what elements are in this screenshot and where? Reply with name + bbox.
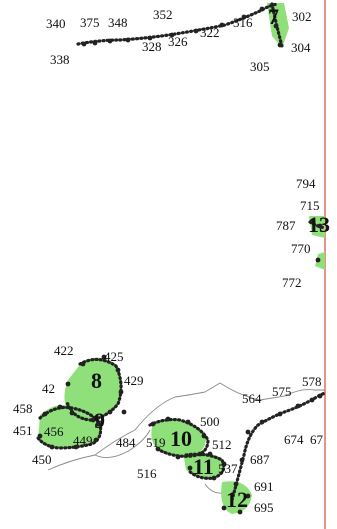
point-label-674: 674 (284, 432, 304, 447)
point-label-67: 67 (310, 432, 324, 447)
point-label-695: 695 (254, 500, 274, 515)
point-label-578: 578 (302, 374, 322, 389)
point-label-316: 316 (233, 15, 253, 30)
traverse-zone8 (65, 357, 123, 422)
traverse-zone11 (184, 452, 226, 480)
traverse-zone10 (148, 417, 210, 458)
point-label-348: 348 (108, 15, 128, 30)
point-label-375: 375 (80, 15, 100, 30)
point-label-484: 484 (116, 435, 136, 450)
point-label-326: 326 (168, 34, 188, 49)
point-label-772: 772 (282, 275, 302, 290)
point-label-449: 449 (73, 433, 93, 448)
point-label-429: 429 (124, 373, 144, 388)
zone-label-8: 8 (91, 368, 102, 393)
point-label-715: 715 (300, 198, 320, 213)
point-label-500: 500 (200, 414, 220, 429)
point-label-305: 305 (250, 59, 270, 74)
point-label-687: 687 (250, 452, 270, 467)
zone-label-12: 12 (226, 487, 248, 512)
point-label-425: 425 (104, 349, 124, 364)
zone-label-11: 11 (193, 454, 214, 479)
point-label-564: 564 (242, 391, 262, 406)
zone-12-area (221, 481, 252, 514)
zone-8-area (64, 357, 122, 420)
point-label-770: 770 (291, 241, 311, 256)
point-label-338: 338 (50, 52, 70, 67)
point-label-519: 519 (146, 435, 166, 450)
zone-11-area (183, 451, 224, 479)
point-label-422: 422 (54, 343, 74, 358)
point-label-458: 458 (13, 401, 33, 416)
zone-label-7: 7 (268, 4, 279, 29)
point-label-322: 322 (200, 25, 220, 40)
survey-areas (38, 3, 325, 514)
point-label-456: 456 (44, 424, 64, 439)
zone-label-13: 13 (308, 212, 330, 237)
point-label-340: 340 (46, 16, 66, 31)
point-label-328: 328 (142, 39, 162, 54)
point-label-304: 304 (291, 40, 311, 55)
zone-10-area (151, 419, 206, 456)
point-label-516: 516 (137, 466, 157, 481)
point-label-302: 302 (292, 9, 312, 24)
point-label-451: 451 (13, 423, 33, 438)
point-label-537: 537 (218, 461, 238, 476)
road-outline (47, 382, 325, 471)
point-label-691: 691 (254, 479, 274, 494)
zone-labels: 7 8 9 10 11 12 13 (91, 4, 330, 512)
point-labels: 340 375 348 352 338 328 326 322 316 302 … (13, 7, 324, 515)
zone-9-area (38, 405, 101, 448)
point-label-794: 794 (296, 176, 316, 191)
point-label-42: 42 (42, 381, 55, 396)
traverse-zone9 (36, 405, 103, 450)
point-label-787: 787 (276, 218, 296, 233)
survey-points (37, 6, 323, 515)
point-label-450: 450 (32, 452, 52, 467)
point-label-512: 512 (212, 437, 232, 452)
point-label-575: 575 (272, 384, 292, 399)
point-label-352: 352 (153, 7, 173, 22)
zone-label-9: 9 (94, 408, 105, 433)
zone-label-10: 10 (170, 426, 192, 451)
